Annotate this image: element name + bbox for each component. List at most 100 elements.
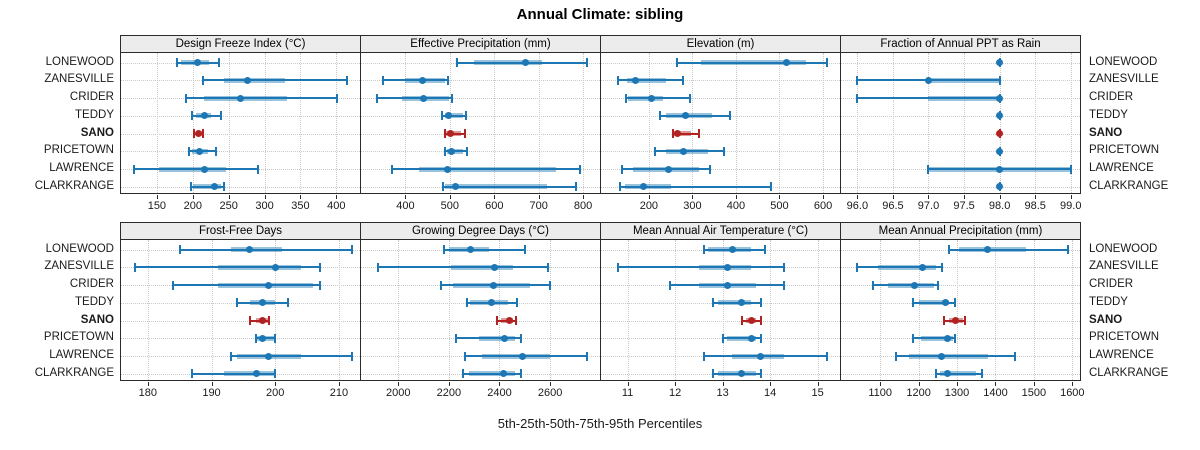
whisker-cap: [871, 280, 874, 290]
vertical-gridline: [264, 53, 266, 193]
whisker-cap: [188, 146, 191, 156]
median-dot: [723, 281, 731, 289]
median-dot: [996, 94, 1004, 102]
axis-tick: [964, 195, 966, 199]
whisker-cap: [575, 182, 577, 192]
vertical-gridline: [880, 240, 882, 380]
whisker-cap: [465, 298, 468, 308]
median-dot: [201, 112, 209, 120]
median-dot: [452, 183, 460, 191]
vertical-gridline: [735, 53, 737, 193]
axis-tick-label: 150: [147, 200, 167, 212]
whisker-line: [672, 132, 699, 135]
plot-area: [120, 52, 361, 194]
whisker-cap: [712, 369, 715, 379]
row-gridline: [361, 151, 600, 153]
median-dot: [996, 130, 1004, 137]
whisker-cap: [443, 146, 446, 156]
axis-tick-label: 800: [573, 200, 593, 212]
whisker-line: [383, 79, 449, 82]
site-label-left: PRICETOWN: [43, 331, 114, 344]
median-dot: [747, 334, 755, 342]
whisker-cap: [274, 333, 277, 343]
whisker-cap: [998, 75, 1001, 85]
whisker-cap: [759, 316, 762, 325]
whisker-cap: [465, 146, 468, 156]
median-dot: [984, 246, 992, 253]
whisker-cap: [658, 111, 661, 121]
median-dot: [200, 165, 208, 173]
vertical-gridline: [192, 53, 194, 193]
vertical-gridline: [398, 240, 400, 380]
whisker-cap: [255, 333, 258, 343]
whisker-cap: [546, 262, 549, 272]
site-label-right: SANO: [1089, 126, 1123, 139]
row-gridline: [361, 80, 600, 82]
panel-header: Frost-Free Days: [120, 222, 361, 240]
median-dot: [632, 76, 640, 84]
axis-tick-label: 13: [716, 387, 729, 399]
median-dot: [252, 370, 260, 378]
axis-tick: [338, 382, 340, 386]
whisker-cap: [514, 316, 517, 325]
axis-tick-label: 14: [764, 387, 777, 399]
whisker-line: [456, 61, 587, 64]
whisker-line: [443, 185, 576, 188]
whisker-cap: [826, 58, 829, 67]
median-dot: [664, 165, 672, 173]
whisker-cap: [654, 146, 657, 156]
axis-tick: [779, 195, 781, 199]
whisker-cap: [520, 369, 522, 379]
axis-tick: [692, 195, 694, 199]
median-dot: [640, 183, 648, 191]
whisker-cap: [495, 316, 498, 325]
whisker-cap: [708, 164, 711, 174]
whisker-line: [857, 266, 942, 269]
median-dot: [265, 352, 273, 360]
axis-tick-label: 98.0: [988, 200, 1011, 212]
vertical-gridline: [918, 240, 920, 380]
site-label-right: TEDDY: [1089, 295, 1128, 308]
whisker-cap: [318, 280, 321, 290]
row-gridline: [361, 115, 600, 117]
site-label-right: PRICETOWN: [1089, 331, 1160, 344]
whisker-line: [625, 97, 690, 99]
whisker-cap: [229, 351, 232, 361]
site-label-left: CRIDER: [69, 278, 114, 290]
row-gridline: [361, 133, 600, 135]
whisker-cap: [391, 164, 394, 174]
axis-tick: [156, 195, 158, 199]
row-gridline: [121, 186, 360, 188]
whisker-line: [857, 97, 1000, 99]
plot-area: [840, 239, 1081, 381]
vertical-gridline: [627, 240, 629, 380]
vertical-gridline: [823, 53, 825, 193]
row-gridline: [841, 151, 1080, 153]
median-dot: [489, 281, 497, 289]
vertical-gridline: [995, 240, 997, 380]
median-dot: [757, 352, 765, 360]
x-axis-caption: 5th-25th-50th-75th-95th Percentiles: [497, 416, 703, 431]
vertical-gridline: [770, 240, 772, 380]
median-dot: [951, 317, 959, 324]
whisker-cap: [217, 58, 220, 67]
whisker-cap: [201, 129, 204, 138]
median-dot: [911, 281, 919, 289]
median-dot: [195, 130, 202, 137]
whisker-cap: [911, 333, 914, 343]
axis-tick: [583, 195, 585, 199]
median-dot: [447, 147, 455, 155]
whisker-cap: [274, 369, 277, 379]
site-label-left: ZANESVILLE: [44, 260, 114, 273]
whisker-cap: [585, 351, 588, 361]
whisker-cap: [464, 111, 467, 121]
vertical-gridline: [1070, 53, 1072, 193]
axis-tick-label: 96.0: [846, 200, 869, 212]
whisker-line: [135, 266, 320, 269]
whisker-cap: [721, 333, 724, 343]
row-gridline: [841, 186, 1080, 188]
whisker-cap: [451, 93, 454, 103]
row-gridline: [121, 151, 360, 153]
site-label-right: CLARKRANGE: [1089, 179, 1169, 192]
axis-tick: [957, 382, 959, 386]
